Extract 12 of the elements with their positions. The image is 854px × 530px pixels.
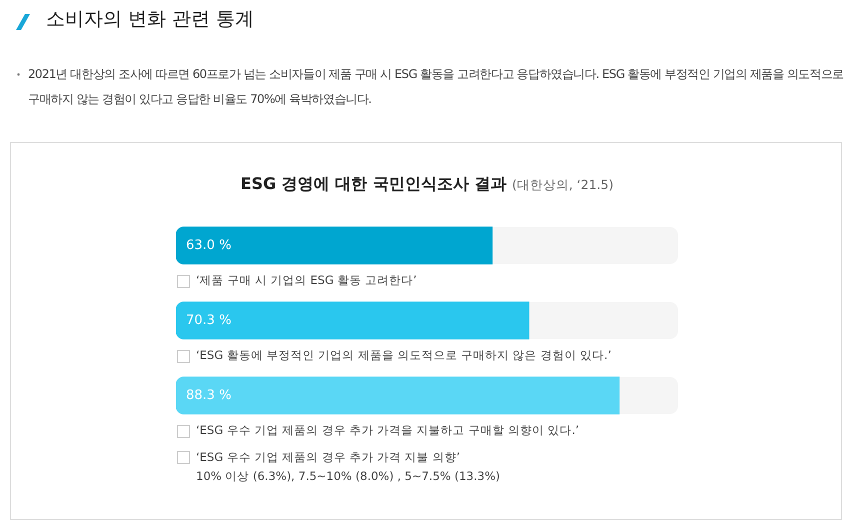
y-tick-label: ‘ESG 활동에 부정적인 기업의 제품을 의도적으로 구매하지 않은 경험이 있다.’ [196,348,612,362]
data-label: 63.0 % [186,238,232,253]
text: 10% 이상 (6.3%), 7.5~10% (8.0%) , 5~7.5% (13.3%) [196,468,500,484]
chart-subtitle: (대한상의, ‘21.5) [512,177,614,192]
annotation: ‘ESG 우수 기업 제품의 경우 추가 가격 지불 의향’ [196,450,460,464]
data-label: 88.3 % [186,388,232,403]
y-tick-label: ‘제품 구매 시 기업의 ESG 활동 고려한다’ [196,272,417,287]
text: 소비자의 변화 관련 통계 [46,7,254,32]
text: 2021년 대한상의 조사에 따르면 60프로가 넘는 소비자들이 제품 구매 시 ESG 활동을 고려한다고 응답하였습니다. ESG 활동에 부정적인 기업의 제품을 의도적으로 구매하지 않는 경험이 있다고 응답한 비율도 70%에 육박하였습니다. [28,66,844,108]
data-label: 70.3 % [186,312,232,328]
chart-title: ESG 경영에 대한 국민인식조사 결과 [240,174,506,193]
y-tick-label: ‘ESG 우수 기업 제품의 경우 추가 가격을 지불하고 구매할 의향이 있다.’ [196,422,579,437]
